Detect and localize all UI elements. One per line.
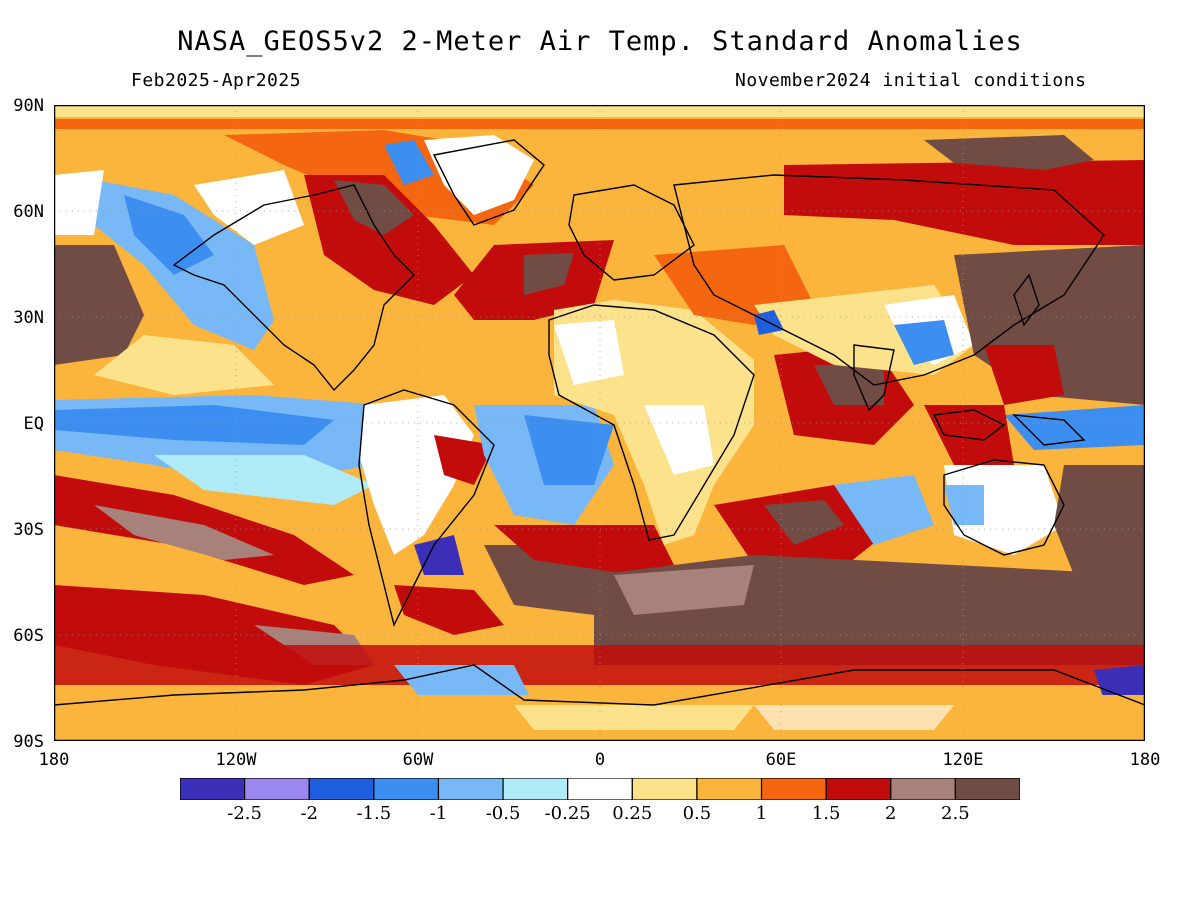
colorbar-swatch (373, 778, 440, 800)
colorbar (180, 778, 1020, 800)
colorbar-swatch (180, 778, 246, 800)
colorbar-swatch (825, 778, 892, 800)
lon-label-120e: 120E (942, 750, 984, 770)
anomaly-field (54, 105, 1145, 741)
colorbar-swatch (567, 778, 633, 800)
lon-label-180w: 180 (38, 750, 70, 770)
lon-label-0: 0 (594, 750, 606, 770)
lat-label-90s: 90S (13, 732, 44, 752)
colorbar-swatch (890, 778, 956, 800)
colorbar-tick-label: -2.5 (227, 803, 262, 824)
colorbar-tick-label: -2 (300, 803, 318, 824)
colorbar-swatch (696, 778, 763, 800)
lat-label-eq: EQ (23, 414, 44, 434)
colorbar-tick-label: 1 (755, 803, 768, 824)
lat-label-60s: 60S (13, 626, 44, 646)
lat-label-30n: 30N (13, 308, 44, 328)
lat-label-60n: 60N (13, 202, 44, 222)
colorbar-swatch (502, 778, 569, 800)
colorbar-tick-label: -1 (429, 803, 448, 824)
colorbar-tick-label: -1.5 (356, 803, 392, 824)
coastlines (54, 139, 1145, 706)
lat-label-30s: 30S (13, 520, 44, 540)
colorbar-tick-label: -0.5 (485, 803, 521, 824)
colorbar-swatch (631, 778, 698, 800)
lon-label-60e: 60E (765, 750, 797, 770)
colorbar-tick-label: 2 (885, 803, 897, 824)
lon-label-60w: 60W (402, 750, 434, 770)
colorbar-tick-label: -0.25 (544, 803, 591, 824)
graticule (54, 105, 1145, 741)
colorbar-swatch (760, 778, 827, 800)
initial-conditions: November2024 initial conditions (735, 70, 1087, 91)
lon-label-180e: 180 (1129, 750, 1161, 770)
colorbar-swatch (308, 778, 375, 800)
chart-title: NASA_GEOS5v2 2-Meter Air Temp. Standard … (177, 26, 1023, 57)
lon-label-120w: 120W (215, 750, 257, 770)
colorbar-tick-label: 1.5 (811, 803, 841, 824)
colorbar-swatch (954, 778, 1020, 800)
lat-label-90n: 90N (13, 96, 44, 116)
colorbar-tick-label: 2.5 (941, 803, 970, 824)
colorbar-tick-label: 0.5 (682, 803, 712, 824)
map-border (54, 105, 1145, 741)
colorbar-swatch (244, 778, 310, 800)
colorbar-swatch (437, 778, 504, 800)
forecast-period: Feb2025-Apr2025 (131, 70, 302, 91)
anomaly-map (54, 105, 1145, 741)
colorbar-tick-label: 0.25 (612, 803, 653, 824)
